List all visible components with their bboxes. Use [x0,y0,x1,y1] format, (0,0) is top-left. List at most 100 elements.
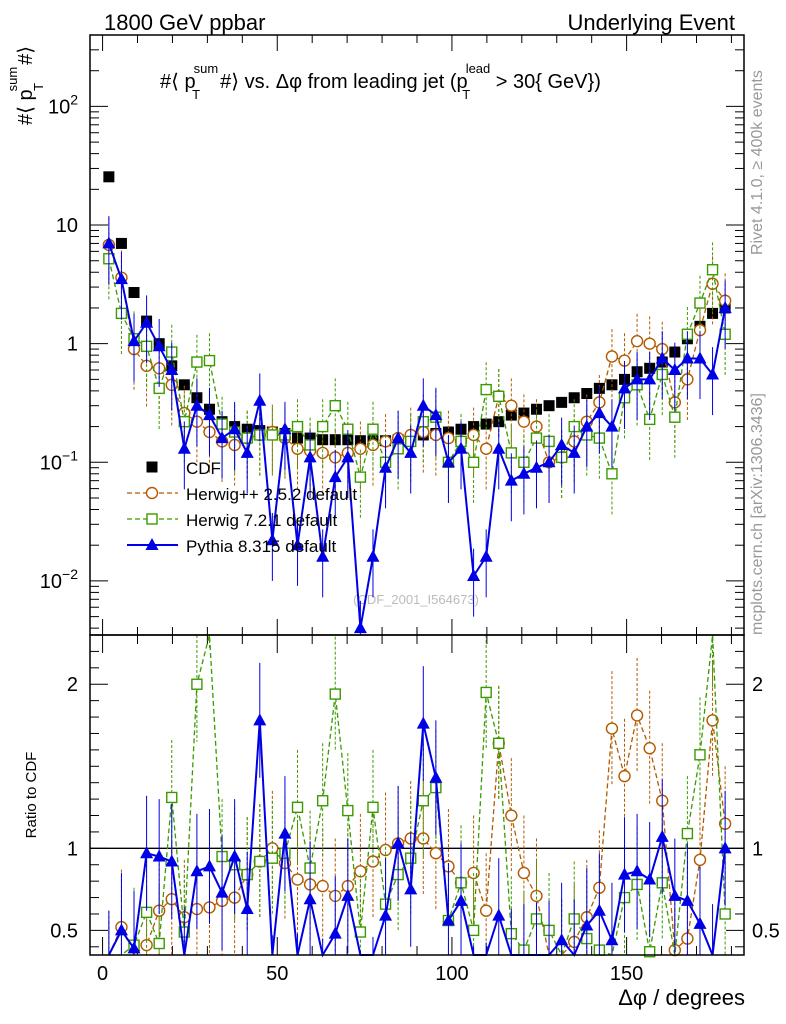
data-point-pythia [228,422,242,435]
data-point-pythia [718,300,732,313]
data-point-cdf [518,407,530,419]
data-point-herwig7 [329,399,341,412]
ratio-plot-frame [89,634,745,956]
data-point-pythia [140,315,154,328]
series-line-pythia [107,243,727,629]
title-part: #⟩ vs. Δφ from leading jet (p [220,71,468,93]
ratio-point-herwig7 [329,688,341,700]
legend-entry-herwig_pp: Herwig++ 2.5.2 default [127,485,357,504]
data-point-pythia [467,569,481,582]
ratio-point-pythia [618,867,632,880]
data-point-pythia [529,460,543,473]
ratio-point-pythia [127,941,141,954]
legend-entry-pythia: Pythia 8.315 default [127,537,337,556]
ratio-point-pythia [140,846,154,859]
data-point-pythia [391,431,405,444]
data-point-pythia [291,538,305,551]
data-point-pythia [441,455,455,468]
data-point-pythia [492,441,506,454]
data-point-herwig7 [354,471,367,483]
ratio-point-herwig_pp [530,889,543,903]
data-point-herwig7 [367,423,379,435]
data-point-cdf [581,388,593,400]
ratio-point-herwig7 [719,908,731,920]
ratio-point-herwig7 [493,737,505,750]
legend-marker [145,486,159,500]
data-point-cdf [178,379,190,391]
ratio-point-herwig7 [643,946,656,958]
data-point-pythia [366,549,380,562]
ratio-point-pythia [202,859,216,872]
data-point-pythia [668,362,682,375]
data-point-cdf [543,400,555,412]
ylabel-sub: T [31,83,46,91]
ratio-point-herwig7 [681,827,694,840]
legend-marker [145,538,159,550]
ratio-point-herwig_pp [505,809,518,822]
data-point-cdf [568,392,580,404]
data-point-herwig_pp [479,442,493,455]
ratio-point-pythia [152,849,166,862]
data-point-pythia [379,460,393,473]
legend-entry-herwig7: Herwig 7.2.1 default [127,511,337,530]
data-point-pythia [680,351,694,364]
ratio-point-pythia [454,893,468,906]
ratio-point-herwig7 [191,678,203,690]
main-plot-series [102,171,732,635]
ratio-point-pythia [429,770,443,783]
ratio-point-pythia [328,926,342,939]
mcplots-source-label: mcplots.cern.ch [arXiv:1306.3436] [749,393,766,635]
data-point-pythia [504,473,518,486]
data-point-pythia [429,408,443,421]
ratio-point-herwig7 [153,937,165,950]
data-point-herwig7 [191,356,203,368]
ratio-point-herwig_pp [379,843,392,857]
data-point-pythia [278,422,292,435]
title-part: #⟨ p [160,71,196,93]
data-point-pythia [567,445,581,458]
x-axis-label: Δφ / degrees [618,985,745,1010]
title-sub: T [192,87,200,102]
ratio-point-pythia [680,893,694,906]
ratio-point-pythia [416,716,430,729]
data-point-pythia [114,272,128,285]
data-point-pythia [177,441,191,454]
ratio-line-herwig_pp [108,713,726,957]
ratio-point-pythia [278,826,292,839]
main-axis-ticks: 10−2 10−1 1 10 102 [40,34,744,635]
rivet-version-label: Rivet 4.1.0, ≥ 400k events [749,70,766,255]
main-title: #⟨ psum T#⟩ vs. Δφ from leading jet (plea… [160,61,601,102]
data-point-pythia [605,419,619,432]
ratio-y-tick-label-right: 0.5 [752,920,780,942]
ratio-axis-ticks: 0.5 0.5 1 1 2 2 0 50 100 150 [50,635,780,985]
ratio-point-herwig7 [254,855,266,868]
data-point-herwig_pp [643,337,656,350]
ratio-point-herwig_pp [706,714,719,727]
main-y-axis-label: #⟨ psum T #⟩ [5,46,46,125]
ratio-y-tick-label-right: 2 [752,674,763,696]
ratio-point-herwig7 [480,686,492,699]
data-point-herwig7 [291,420,304,433]
data-point-pythia [580,419,594,432]
data-point-cdf [103,171,115,183]
data-point-pythia [643,372,657,385]
ratio-y-tick-label-right: 1 [752,838,763,860]
ratio-point-pythia [341,888,355,901]
data-point-pythia [215,431,229,444]
ratio-point-pythia [693,916,707,929]
data-point-pythia [328,470,342,483]
data-point-pythia [303,450,317,463]
y-tick-label: 10−1 [40,447,78,474]
data-point-herwig_pp [505,399,518,412]
data-point-pythia [190,398,204,411]
data-point-pythia [630,372,644,385]
data-point-herwig_pp [354,442,367,455]
header-observable: Underlying Event [567,10,735,35]
ratio-point-pythia [441,913,455,926]
x-tick-label: 50 [266,963,288,985]
data-point-herwig_pp [630,334,644,348]
y-tick-label: 1 [67,334,78,356]
data-point-cdf [115,237,127,249]
data-point-pythia [454,441,468,454]
title-sub: T [462,87,470,102]
